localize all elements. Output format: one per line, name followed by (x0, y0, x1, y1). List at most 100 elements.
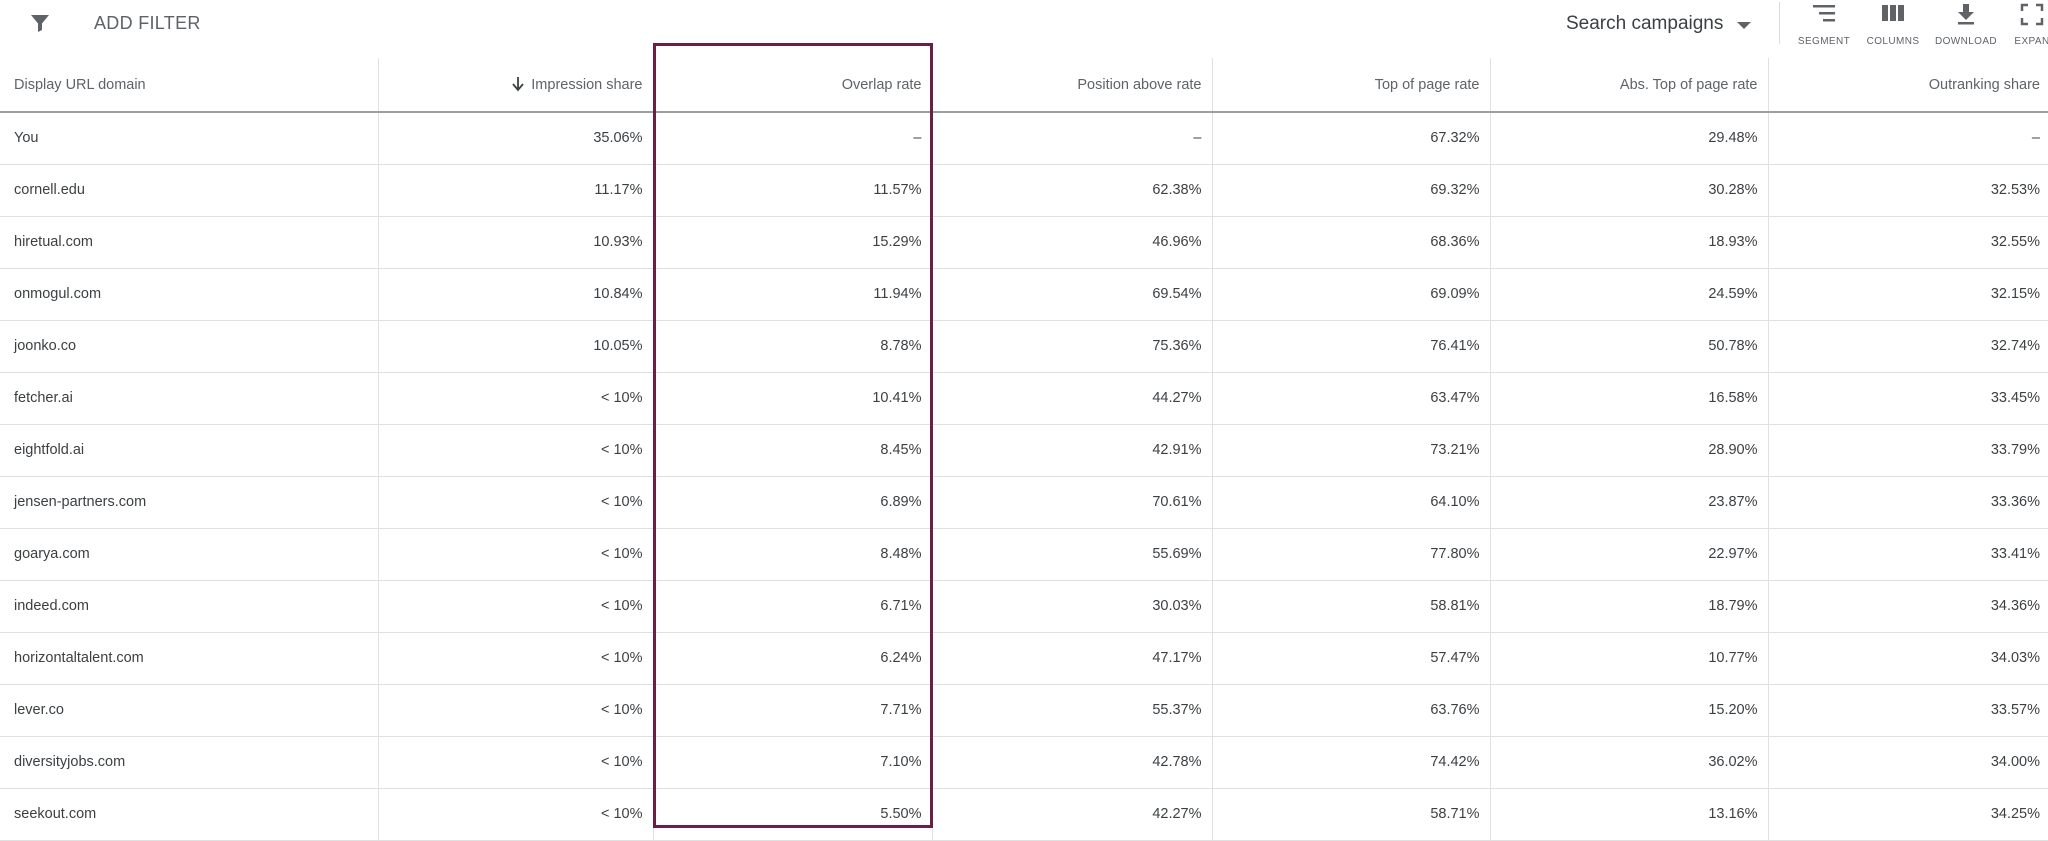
table-body: You 35.06% – –67.32% 29.48% – cornell.edu 11.17… (0, 112, 2048, 841)
metric-cell: < 10% (377, 528, 653, 581)
column-header-abs-top-of-page-rate[interactable]: Abs. Top of page rate (1489, 58, 1768, 113)
toolbar-divider (1779, 2, 1780, 44)
metric-cell: < 10% (377, 476, 653, 529)
domain-cell: seekout.com (0, 788, 378, 841)
auction-insights-table: Display URL domain Impression share Over… (0, 58, 2048, 841)
metric-cell: 34.00% (1767, 736, 2048, 789)
metric-cell: 16.58% (1489, 372, 1768, 425)
columns-icon (1882, 5, 1904, 21)
table-row[interactable]: You 35.06% – –67.32% 29.48% – (0, 112, 2048, 165)
column-header-top-of-page-rate[interactable]: Top of page rate (1211, 58, 1490, 113)
metric-cell: 29.48% (1489, 112, 1768, 165)
metric-cell: 55.37% (931, 684, 1212, 737)
domain-cell: diversityjobs.com (0, 736, 378, 789)
metric-cell: 30.03% (931, 580, 1212, 633)
metric-cell: 10.41% (652, 372, 932, 425)
metric-cell: 55.69% (931, 528, 1212, 581)
column-header-label: Outranking share (1928, 76, 2040, 93)
domain-cell: goarya.com (0, 528, 378, 581)
table-row[interactable]: joonko.co 10.05% 8.78% 75.36% 76.41% 50.78% 32… (0, 320, 2048, 373)
domain-cell: eightfold.ai (0, 424, 378, 477)
column-header-impression-share[interactable]: Impression share (377, 58, 653, 113)
metric-cell: 10.77% (1489, 632, 1768, 685)
column-header-label: Display URL domain (14, 76, 146, 93)
metric-cell: 58.81% (1211, 580, 1490, 633)
download-button[interactable]: DOWNLOAD (1926, 2, 2006, 50)
metric-cell: 32.53% (1767, 164, 2048, 217)
table-row[interactable]: jensen-partners.com < 10% 6.89% 70.61% 64.10… (0, 476, 2048, 529)
metric-cell: 6.71% (652, 580, 932, 633)
table-row[interactable]: hiretual.com 10.93% 15.29% 46.96% 68.36% 18.9… (0, 216, 2048, 269)
metric-cell: 23.87% (1489, 476, 1768, 529)
table-row[interactable]: indeed.com < 10% 6.71% 30.03% 58.81% 18.79% 34… (0, 580, 2048, 633)
toolbar: ADD FILTER Search campaigns SEGMENT COLU… (0, 0, 2048, 58)
expand-icon (2020, 3, 2044, 26)
table-row[interactable]: fetcher.ai < 10% 10.41% 44.27% 63.47% 16.58% 3… (0, 372, 2048, 425)
segment-button[interactable]: SEGMENT (1784, 2, 1864, 50)
domain-cell: joonko.co (0, 320, 378, 373)
column-header-outranking-share[interactable]: Outranking share (1767, 58, 2048, 113)
column-header-label: Abs. Top of page rate (1619, 76, 1758, 93)
metric-cell: 15.29% (652, 216, 932, 269)
column-header-label: Top of page rate (1374, 76, 1480, 93)
metric-cell: 7.10% (652, 736, 932, 789)
column-header-domain[interactable]: Display URL domain (0, 58, 378, 113)
metric-cell: 10.05% (377, 320, 653, 373)
column-header-position-above-rate[interactable]: Position above rate (931, 58, 1212, 113)
domain-cell: indeed.com (0, 580, 378, 633)
metric-cell: 15.20% (1489, 684, 1768, 737)
metric-cell: 22.97% (1489, 528, 1768, 581)
metric-cell: 68.36% (1211, 216, 1490, 269)
metric-cell: 24.59% (1489, 268, 1768, 321)
metric-cell: 35.06% (377, 112, 653, 165)
metric-cell: 11.17% (377, 164, 653, 217)
add-filter-button[interactable]: ADD FILTER (94, 13, 201, 33)
column-header-overlap-rate[interactable]: Overlap rate (652, 58, 932, 113)
metric-cell: 11.94% (652, 268, 932, 321)
metric-cell: 33.41% (1767, 528, 2048, 581)
domain-cell: cornell.edu (0, 164, 378, 217)
metric-cell: 74.42% (1211, 736, 1490, 789)
domain-cell: hiretual.com (0, 216, 378, 269)
domain-cell: jensen-partners.com (0, 476, 378, 529)
expand-label: EXPAN (2014, 36, 2048, 47)
metric-cell: 44.27% (931, 372, 1212, 425)
metric-cell: 42.78% (931, 736, 1212, 789)
table-row[interactable]: diversityjobs.com < 10% 7.10% 42.78% 74.42% 3… (0, 736, 2048, 789)
table-row[interactable]: goarya.com < 10% 8.48% 55.69% 77.80% 22.97% 33… (0, 528, 2048, 581)
metric-cell: 36.02% (1489, 736, 1768, 789)
metric-cell: 13.16% (1489, 788, 1768, 841)
metric-cell: < 10% (377, 684, 653, 737)
metric-cell: 32.74% (1767, 320, 2048, 373)
campaign-type-select[interactable]: Search campaigns (1566, 10, 1752, 38)
metric-cell: 18.79% (1489, 580, 1768, 633)
metric-cell: 63.47% (1211, 372, 1490, 425)
columns-button[interactable]: COLUMNS (1853, 2, 1933, 50)
metric-cell: 46.96% (931, 216, 1212, 269)
domain-cell: You (0, 112, 378, 165)
table-row[interactable]: horizontaltalent.com < 10% 6.24% 47.17% 57.4… (0, 632, 2048, 685)
metric-cell: 33.57% (1767, 684, 2048, 737)
table-row[interactable]: eightfold.ai < 10% 8.45% 42.91% 73.21% 28.90%… (0, 424, 2048, 477)
metric-cell: 34.25% (1767, 788, 2048, 841)
metric-cell: 11.57% (652, 164, 932, 217)
metric-cell: 50.78% (1489, 320, 1768, 373)
expand-button[interactable]: EXPAN (1992, 2, 2048, 50)
metric-cell: 73.21% (1211, 424, 1490, 477)
metric-cell: 18.93% (1489, 216, 1768, 269)
metric-cell: < 10% (377, 788, 653, 841)
metric-cell: – (1767, 112, 2048, 165)
metric-cell: 8.45% (652, 424, 932, 477)
table-row[interactable]: onmogul.com 10.84% 11.94% 69.54% 69.09% 24.59… (0, 268, 2048, 321)
metric-cell: 33.79% (1767, 424, 2048, 477)
filter-icon[interactable] (26, 11, 54, 35)
metric-cell: 34.36% (1767, 580, 2048, 633)
metric-cell: 69.09% (1211, 268, 1490, 321)
metric-cell: 62.38% (931, 164, 1212, 217)
metric-cell: 57.47% (1211, 632, 1490, 685)
table-row[interactable]: lever.co < 10% 7.71% 55.37% 63.76% 15.20% 33.5… (0, 684, 2048, 737)
table-row[interactable]: cornell.edu 11.17% 11.57% 62.38% 69.32% 30.28… (0, 164, 2048, 217)
table-row[interactable]: seekout.com < 10% 5.50% 42.27% 58.71% 13.16% 3… (0, 788, 2048, 841)
column-header-label: Impression share (531, 77, 643, 93)
metric-cell: < 10% (377, 632, 653, 685)
